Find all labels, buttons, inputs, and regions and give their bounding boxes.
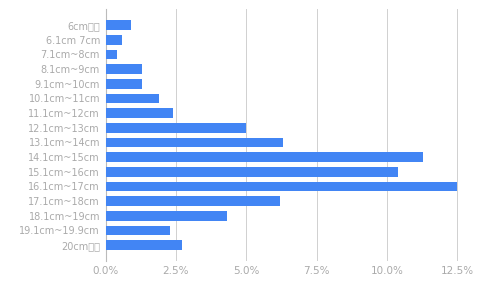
Bar bbox=[106, 123, 246, 132]
Bar bbox=[106, 94, 159, 103]
Bar bbox=[106, 182, 457, 191]
Bar bbox=[106, 50, 117, 59]
Bar bbox=[106, 240, 181, 250]
Bar bbox=[106, 152, 423, 162]
Bar bbox=[106, 167, 398, 176]
Bar bbox=[106, 211, 227, 221]
Bar bbox=[106, 226, 170, 235]
Bar bbox=[106, 35, 122, 45]
Bar bbox=[106, 20, 131, 30]
Bar bbox=[106, 79, 142, 89]
Bar bbox=[106, 196, 280, 206]
Bar bbox=[106, 138, 283, 147]
Bar bbox=[106, 108, 173, 118]
Bar bbox=[106, 64, 142, 74]
